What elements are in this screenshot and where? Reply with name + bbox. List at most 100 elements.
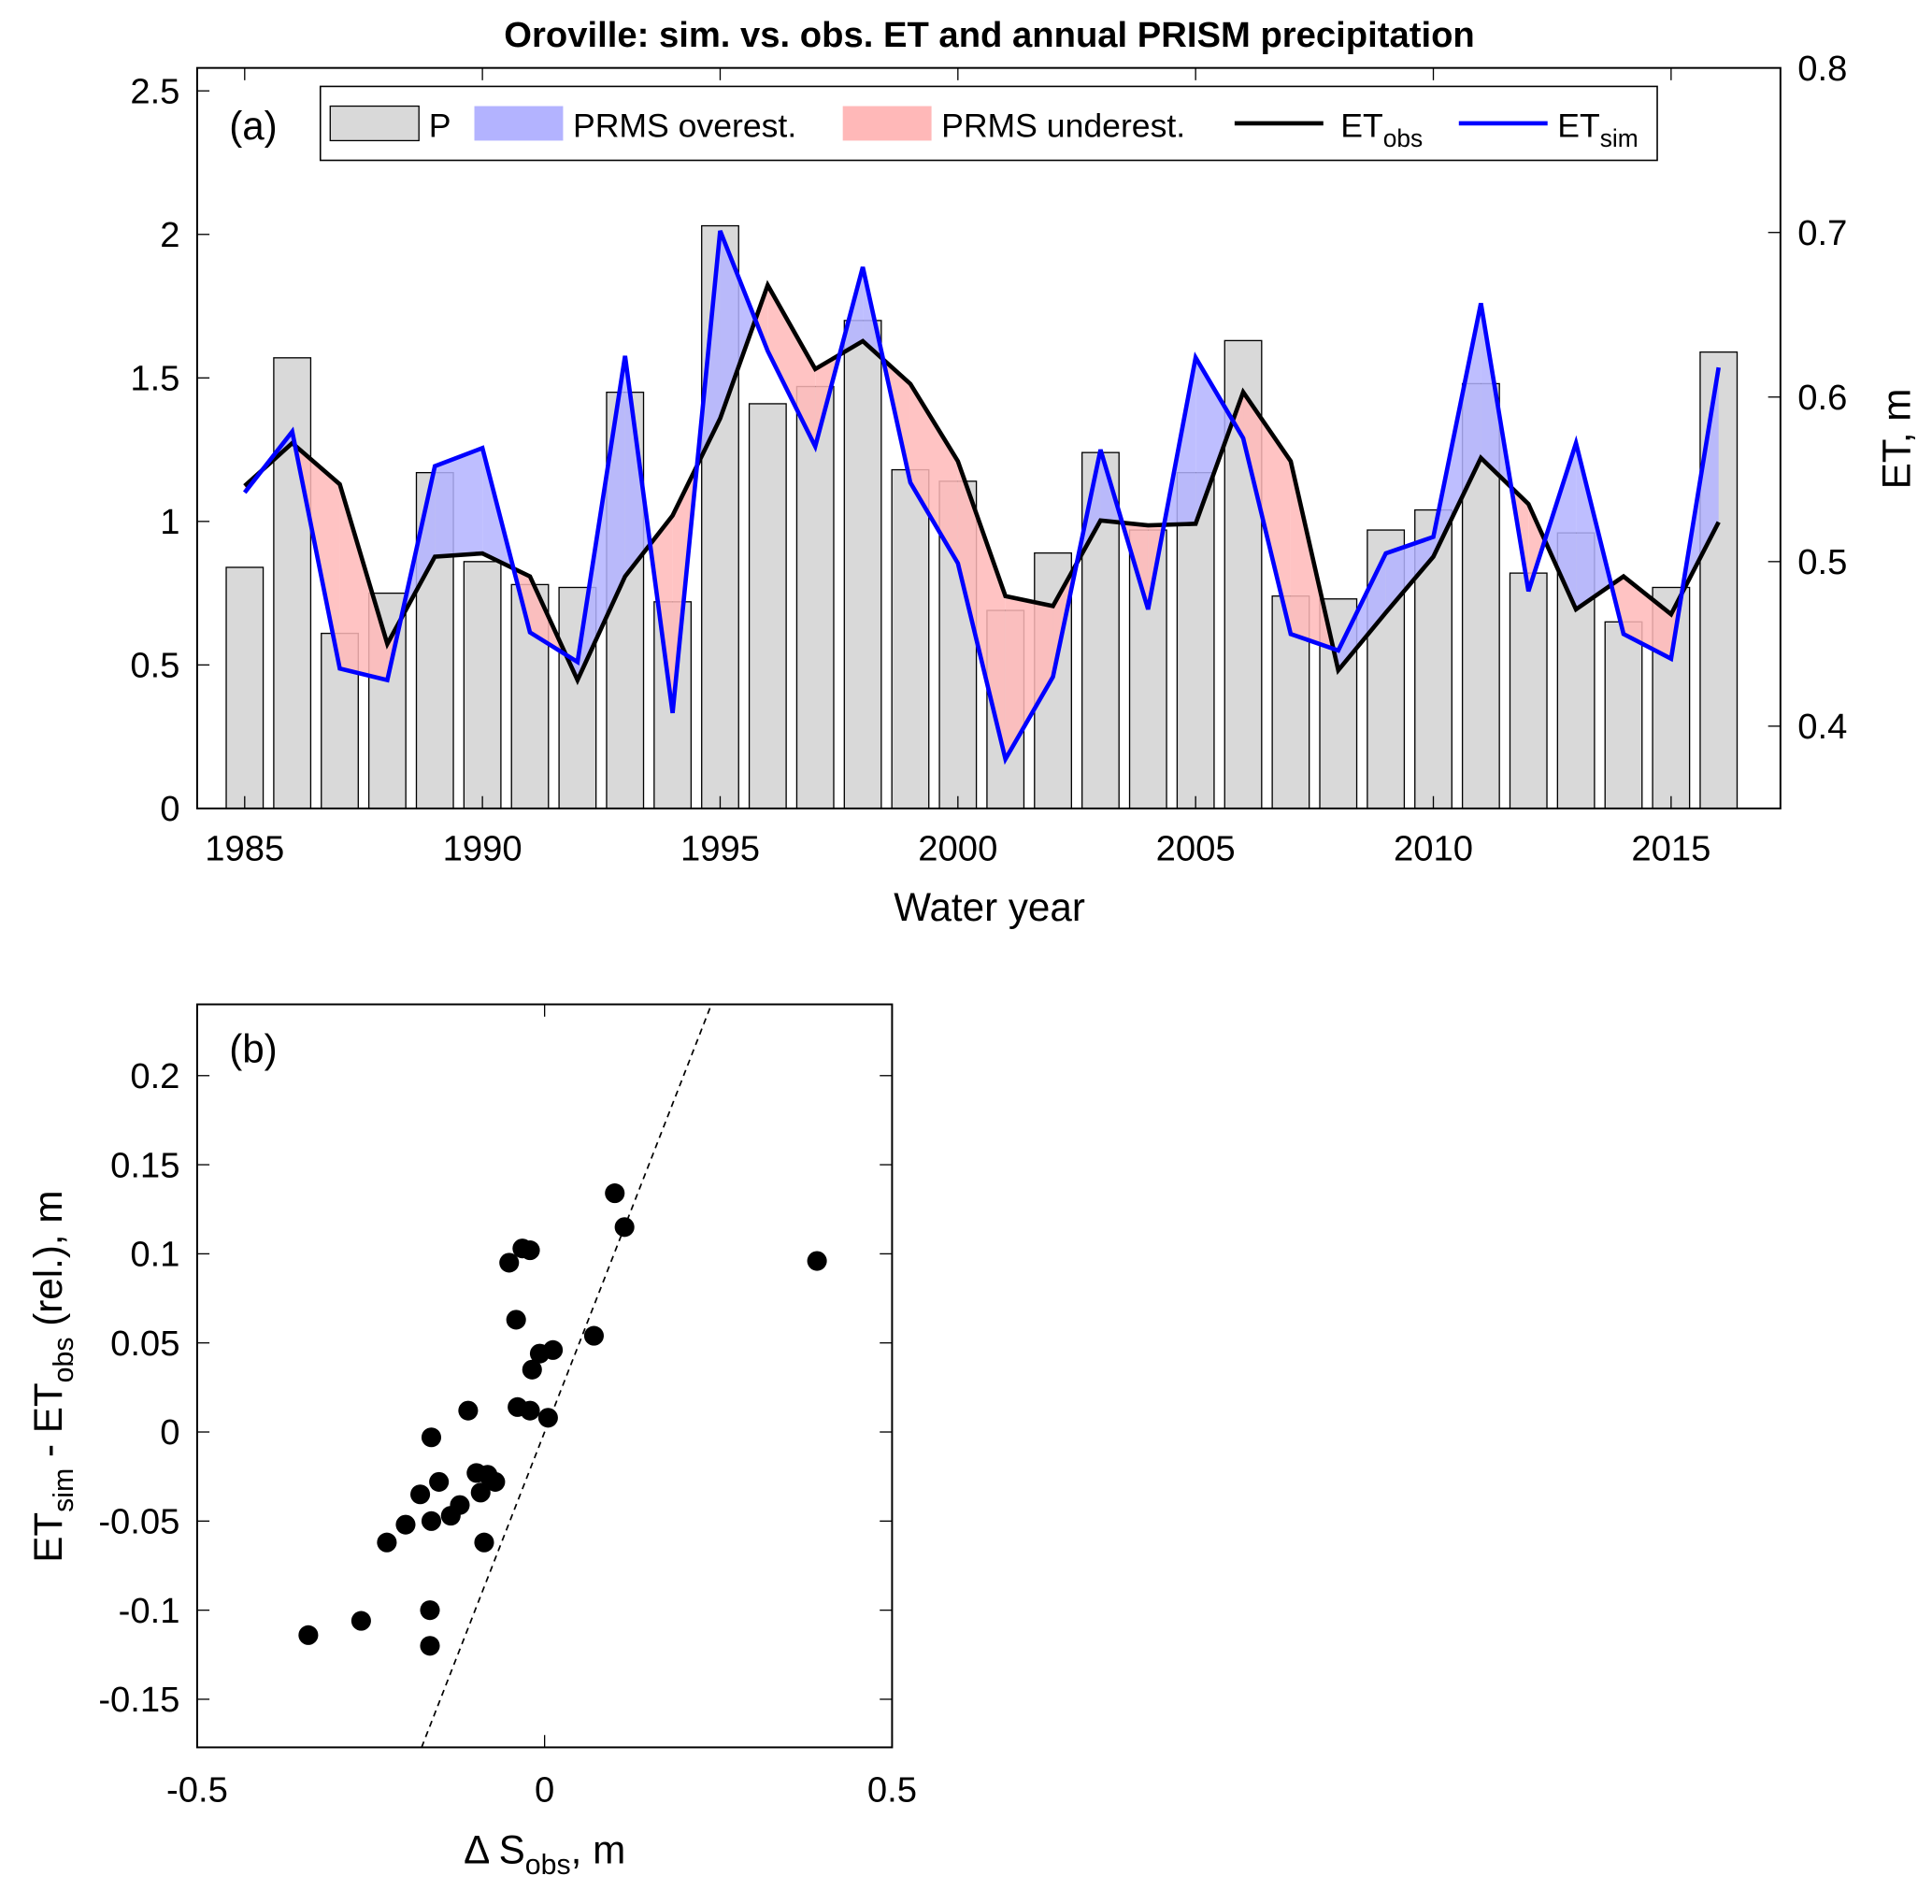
overestimate-fill: [435, 448, 483, 557]
plot-frame: [195, 66, 1782, 809]
scatter-point: [450, 1495, 470, 1515]
scatter-point: [474, 1532, 494, 1553]
scatter-point: [410, 1484, 431, 1505]
et-sim-line: [242, 230, 1722, 766]
y-label-subscript: obs: [49, 1337, 79, 1382]
y-axis-label: ETsim - ETobs (rel.), m: [26, 1191, 79, 1563]
underestimate-fill: [755, 285, 768, 351]
x-tick-label: 0.5: [867, 1769, 917, 1810]
scatter-point: [429, 1471, 450, 1492]
panel-b: -0.5 0 0.5 -0.15 -0.1 -0.05 0 0.05 0.1 0.15 0.2 Δ S…: [26, 1003, 917, 1881]
y-left-tick-label: 2: [160, 215, 179, 255]
legend-swatch-precip: [329, 105, 420, 142]
underestimate-fill: [957, 461, 1006, 760]
x-axis-suffix: , m: [571, 1827, 626, 1871]
scatter-point: [506, 1310, 526, 1330]
precip-bar: [273, 357, 312, 809]
y-right-tick-label: 0.4: [1797, 707, 1847, 747]
y-label-subscript: sim: [49, 1468, 79, 1512]
panel-label: (a): [229, 104, 278, 148]
legend-subscript: sim: [1600, 124, 1639, 152]
scatter-point: [537, 1408, 558, 1428]
x-tick-label: 2010: [1394, 828, 1473, 868]
scatter-point: [485, 1471, 506, 1492]
x-axis-label: Water year: [894, 885, 1085, 929]
scatter-point: [395, 1514, 416, 1535]
precip-bar: [463, 561, 502, 809]
x-tick-label: 1990: [443, 828, 522, 868]
legend-subscript: obs: [1383, 124, 1424, 152]
overestimate-fill: [1338, 553, 1386, 671]
precip-bar: [748, 403, 787, 809]
y-tick-label: -0.05: [98, 1502, 179, 1542]
x-axis-label: Δ Sobs, m: [464, 1827, 625, 1881]
legend-label: PRMS underest.: [941, 107, 1185, 144]
y-tick-label: 0.05: [110, 1324, 179, 1364]
scatter-point: [605, 1183, 625, 1204]
scatter-point: [520, 1400, 540, 1421]
x-tick-label: 2015: [1631, 828, 1710, 868]
scatter-point: [351, 1611, 371, 1631]
y-right-tick-label: 0.6: [1797, 378, 1847, 418]
scatter-point: [421, 1510, 442, 1531]
precip-bar: [225, 566, 265, 809]
y-right-tick-label: 0.5: [1797, 542, 1847, 582]
scatter-point: [420, 1636, 440, 1656]
underestimate-fill: [1005, 595, 1053, 760]
y-tick-label: 0.1: [130, 1235, 179, 1275]
y-tick-label: 0.15: [110, 1145, 179, 1185]
y-tick-label: -0.1: [119, 1591, 180, 1631]
scatter-point: [377, 1532, 397, 1553]
scatter-point: [614, 1217, 635, 1238]
x-tick-label: -0.5: [166, 1769, 228, 1810]
scatter-point: [522, 1359, 542, 1380]
scatter-point: [499, 1253, 520, 1273]
et-obs-line: [243, 279, 1721, 686]
y-right-axis-label: ET, m: [1874, 389, 1918, 490]
legend-swatch-underest: [842, 106, 932, 141]
x-tick-label: 1985: [205, 828, 284, 868]
precip-bar: [1509, 572, 1548, 809]
legend-label: P: [429, 107, 451, 144]
scatter-point: [470, 1482, 491, 1503]
x-tick-label: 2005: [1156, 828, 1236, 868]
underestimate-fill: [1243, 392, 1291, 635]
scatter-point: [458, 1400, 479, 1421]
scatter-point: [520, 1240, 540, 1261]
y-left-tick-label: 1.5: [130, 358, 179, 398]
precip-bar: [1604, 621, 1643, 809]
scatter-point: [421, 1427, 442, 1448]
y-left-tick-label: 2.5: [130, 71, 179, 111]
overestimate-fill: [1544, 443, 1577, 609]
overestimate-fill: [1385, 537, 1434, 613]
x-tick-label: 1995: [680, 828, 760, 868]
panel-label: (b): [229, 1026, 278, 1070]
underestimate-fill: [339, 484, 388, 680]
y-right-tick-label: 0.8: [1797, 49, 1847, 89]
overestimate-fill: [1195, 357, 1233, 524]
underestimate-fill: [767, 285, 816, 447]
one-to-one-line: [421, 1004, 712, 1748]
y-label-part: (rel.), m: [26, 1191, 70, 1338]
scatter-point: [543, 1339, 564, 1360]
y-left-tick-label: 0: [160, 789, 179, 829]
y-tick-label: 0.2: [130, 1056, 179, 1096]
x-tick-label: 2000: [918, 828, 997, 868]
y-right-tick-label: 0.7: [1797, 213, 1847, 253]
legend-label: PRMS overest.: [573, 107, 796, 144]
underestimate-fill: [909, 383, 958, 564]
x-tick-label: 0: [535, 1769, 554, 1810]
scatter-point: [583, 1325, 604, 1346]
overestimate-fill: [720, 230, 756, 419]
underestimate-fill: [1528, 504, 1545, 592]
y-tick-label: -0.15: [98, 1680, 179, 1720]
y-left-tick-label: 1: [160, 502, 179, 542]
chart-title: Oroville: sim. vs. obs. ET and annual PR…: [504, 15, 1474, 55]
precip-bar: [843, 320, 882, 809]
y-left-tick-label: 0.5: [130, 646, 179, 686]
x-axis-subscript: obs: [525, 1850, 571, 1881]
panel-a: 1985 1990 1995 2000 2005 2010 2015 0 0.5 1 1.5 2 2.5…: [130, 49, 1918, 929]
scatter-point: [298, 1625, 319, 1645]
legend-swatch-overest: [474, 106, 564, 141]
y-label-part: ET: [26, 1512, 70, 1563]
